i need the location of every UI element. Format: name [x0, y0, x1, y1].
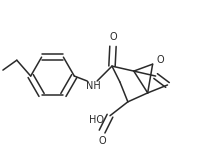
Text: O: O: [109, 32, 117, 42]
Text: NH: NH: [86, 81, 101, 91]
Text: HO: HO: [89, 115, 104, 125]
Text: O: O: [157, 55, 164, 65]
Text: O: O: [98, 135, 106, 145]
